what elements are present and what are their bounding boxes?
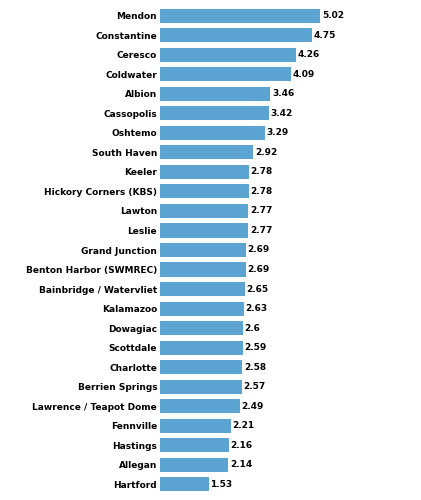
Bar	[160, 204, 248, 218]
Text: 2.78: 2.78	[250, 187, 273, 196]
Text: 2.6: 2.6	[245, 324, 261, 332]
Bar	[160, 458, 228, 472]
Bar	[160, 48, 296, 62]
Text: 2.92: 2.92	[255, 148, 277, 157]
Bar	[160, 438, 229, 452]
Bar	[160, 262, 246, 276]
Text: 2.58: 2.58	[244, 362, 266, 372]
Text: 1.53: 1.53	[210, 480, 232, 489]
Bar	[160, 399, 240, 413]
Bar	[160, 224, 248, 237]
Text: 4.26: 4.26	[298, 50, 320, 59]
Bar	[160, 184, 249, 198]
Bar	[160, 282, 245, 296]
Bar	[160, 28, 312, 42]
Bar	[160, 165, 249, 179]
Bar	[160, 360, 242, 374]
Text: 2.49: 2.49	[241, 402, 264, 410]
Bar	[160, 340, 242, 354]
Bar	[160, 477, 209, 492]
Bar	[160, 146, 253, 160]
Text: 3.42: 3.42	[271, 109, 293, 118]
Bar	[160, 243, 246, 257]
Text: 2.65: 2.65	[246, 284, 268, 294]
Text: 2.16: 2.16	[231, 440, 253, 450]
Text: 2.69: 2.69	[248, 246, 270, 254]
Text: 5.02: 5.02	[322, 11, 344, 20]
Text: 2.77: 2.77	[250, 206, 272, 216]
Text: 3.46: 3.46	[272, 90, 294, 98]
Bar	[160, 8, 320, 23]
Bar	[160, 126, 265, 140]
Bar	[160, 380, 242, 394]
Text: 2.21: 2.21	[232, 421, 254, 430]
Text: 2.63: 2.63	[245, 304, 268, 313]
Text: 2.78: 2.78	[250, 168, 273, 176]
Bar	[160, 302, 244, 316]
Text: 2.69: 2.69	[248, 265, 270, 274]
Text: 2.59: 2.59	[244, 343, 266, 352]
Text: 4.75: 4.75	[313, 31, 336, 40]
Text: 2.77: 2.77	[250, 226, 272, 235]
Text: 4.09: 4.09	[292, 70, 314, 79]
Bar	[160, 321, 243, 335]
Bar	[160, 418, 231, 432]
Text: 2.14: 2.14	[230, 460, 252, 469]
Text: 3.29: 3.29	[266, 128, 289, 138]
Bar	[160, 87, 270, 101]
Text: 2.57: 2.57	[244, 382, 266, 391]
Bar	[160, 68, 290, 82]
Bar	[160, 106, 269, 120]
